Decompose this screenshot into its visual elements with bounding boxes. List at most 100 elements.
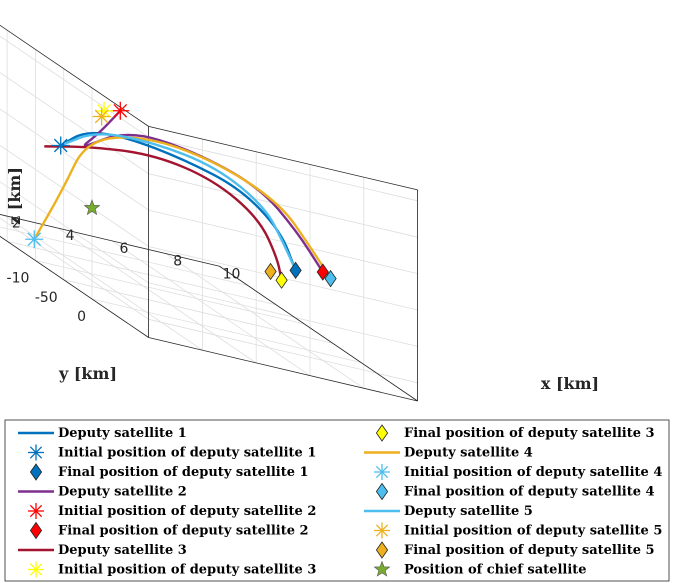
gridline-z-left	[0, 181, 149, 284]
floor-edge	[0, 235, 149, 338]
legend-label: Initial position of deputy satellite 3	[58, 563, 316, 578]
legend-symbol-star	[373, 560, 391, 577]
legend-symbol-diamond	[29, 521, 43, 540]
gridline-x-floor	[4, 215, 203, 351]
legend-symbol-diamond	[375, 482, 389, 501]
y-tick-label: 0	[77, 309, 86, 325]
legend-item: Final position of deputy satellite 5	[375, 541, 655, 559]
gridline-y-floor	[63, 279, 333, 344]
x-axis-line	[0, 214, 220, 267]
marker-asterisk-7	[25, 230, 44, 249]
y-axis-line	[219, 265, 418, 402]
legend-item: Initial position of deputy satellite 1	[28, 444, 316, 461]
legend-label: Final position of deputy satellite 4	[404, 485, 655, 500]
marker-diamond-10	[264, 262, 277, 281]
legend-symbol-asterisk	[28, 561, 44, 578]
series-line-5	[63, 133, 300, 277]
marker-diamond-2	[289, 261, 302, 280]
axes	[0, 24, 419, 402]
x-tick-label: 10	[223, 266, 241, 282]
y-tick-label: -50	[35, 290, 58, 306]
legend-label: Final position of deputy satellite 3	[404, 426, 655, 441]
x-tick-label: 6	[119, 241, 128, 257]
legend-label: Deputy satellite 2	[58, 485, 187, 500]
legend-label: Final position of deputy satellite 5	[404, 543, 655, 558]
legend-symbol-asterisk	[28, 444, 44, 461]
z-axis-label: z [km]	[5, 167, 24, 225]
x-axis-label: x [km]	[541, 374, 599, 393]
legend-label: Initial position of deputy satellite 4	[404, 465, 662, 480]
y-tick-label: -15	[0, 251, 1, 267]
legend-symbol-diamond	[375, 541, 389, 559]
marker-asterisk-5	[95, 101, 114, 120]
x-tick-label: 8	[173, 254, 182, 270]
legend-symbol-asterisk	[28, 503, 44, 519]
marker-asterisk-1	[51, 136, 70, 155]
gridline-z-back	[148, 282, 418, 347]
legend-symbol-asterisk	[374, 522, 390, 539]
legend-symbol-diamond	[29, 463, 43, 481]
legend-label: Deputy satellite 5	[404, 504, 533, 519]
gridline-y-floor	[0, 226, 248, 286]
gridline-x-floor	[165, 253, 365, 389]
legend-label: Final position of deputy satellite 2	[58, 524, 309, 539]
legend-item: Initial position of deputy satellite 4	[374, 464, 662, 480]
legend-label: Final position of deputy satellite 1	[58, 465, 309, 480]
legend: Deputy satellite 1 Initial position of de…	[4, 419, 670, 582]
legend-item: Final position of deputy satellite 1	[29, 463, 309, 481]
legend-item: Initial position of deputy satellite 5	[374, 522, 662, 539]
gridline-z-left	[0, 217, 149, 320]
marker-diamond-4	[316, 263, 329, 281]
marker-diamond-6	[275, 271, 288, 289]
legend-item: Deputy satellite 4	[364, 446, 533, 461]
x-tick-label: 4	[66, 228, 75, 244]
series-lines	[33, 109, 332, 281]
legend-item: Deputy satellite 2	[18, 485, 187, 500]
legend-label: Initial position of deputy satellite 2	[58, 504, 316, 519]
gridline-z-left	[0, 144, 149, 247]
legend-label: Deputy satellite 1	[58, 426, 187, 441]
legend-label: Deputy satellite 4	[404, 446, 533, 461]
legend-label: Position of chief satellite	[404, 563, 587, 578]
legend-label: Initial position of deputy satellite 1	[58, 446, 316, 461]
gridline-z-back	[148, 173, 418, 238]
legend-symbol-asterisk	[374, 464, 390, 480]
gridline-y-floor	[91, 298, 362, 363]
gridline-z-left	[0, 72, 149, 175]
marker-star-11	[83, 199, 101, 216]
series-line-4	[33, 136, 332, 280]
x-tick-label: 2	[12, 215, 21, 231]
legend-item: Final position of deputy satellite 2	[29, 521, 309, 540]
position-markers	[25, 101, 337, 289]
marker-asterisk-9	[92, 107, 111, 126]
gridline-x-floor	[57, 227, 257, 364]
legend-item: Final position of deputy satellite 4	[375, 482, 655, 501]
axis-labels: z [km] y [km] x [km]	[5, 167, 599, 393]
gridline-y-floor	[7, 240, 277, 306]
gridline-z-left	[0, 108, 149, 211]
floor-edge-back	[148, 337, 418, 402]
gridline-z-back	[148, 318, 418, 384]
y-tick-label: -10	[7, 271, 30, 287]
legend-item: Position of chief satellite	[373, 560, 587, 578]
series-line-1	[60, 131, 297, 271]
legend-symbol-diamond	[375, 424, 389, 442]
grid	[0, 30, 419, 402]
legend-item: Final position of deputy satellite 3	[375, 424, 655, 442]
marker-asterisk-3	[111, 101, 130, 120]
legend-item: Deputy satellite 1	[18, 426, 187, 441]
gridline-y-floor	[35, 260, 305, 325]
legend-item: Deputy satellite 5	[364, 504, 533, 519]
legend-label: Deputy satellite 3	[58, 543, 187, 558]
y-axis-label: y [km]	[58, 364, 117, 383]
gridline-z-back	[148, 136, 418, 202]
series-line-3	[44, 145, 283, 281]
series-line-2	[83, 109, 324, 273]
legend-item: Initial position of deputy satellite 3	[28, 561, 316, 578]
legend-box	[4, 419, 670, 582]
gridline-x-floor	[111, 240, 311, 376]
legend-label: Initial position of deputy satellite 5	[404, 524, 662, 539]
wall-edge-left	[0, 24, 149, 127]
